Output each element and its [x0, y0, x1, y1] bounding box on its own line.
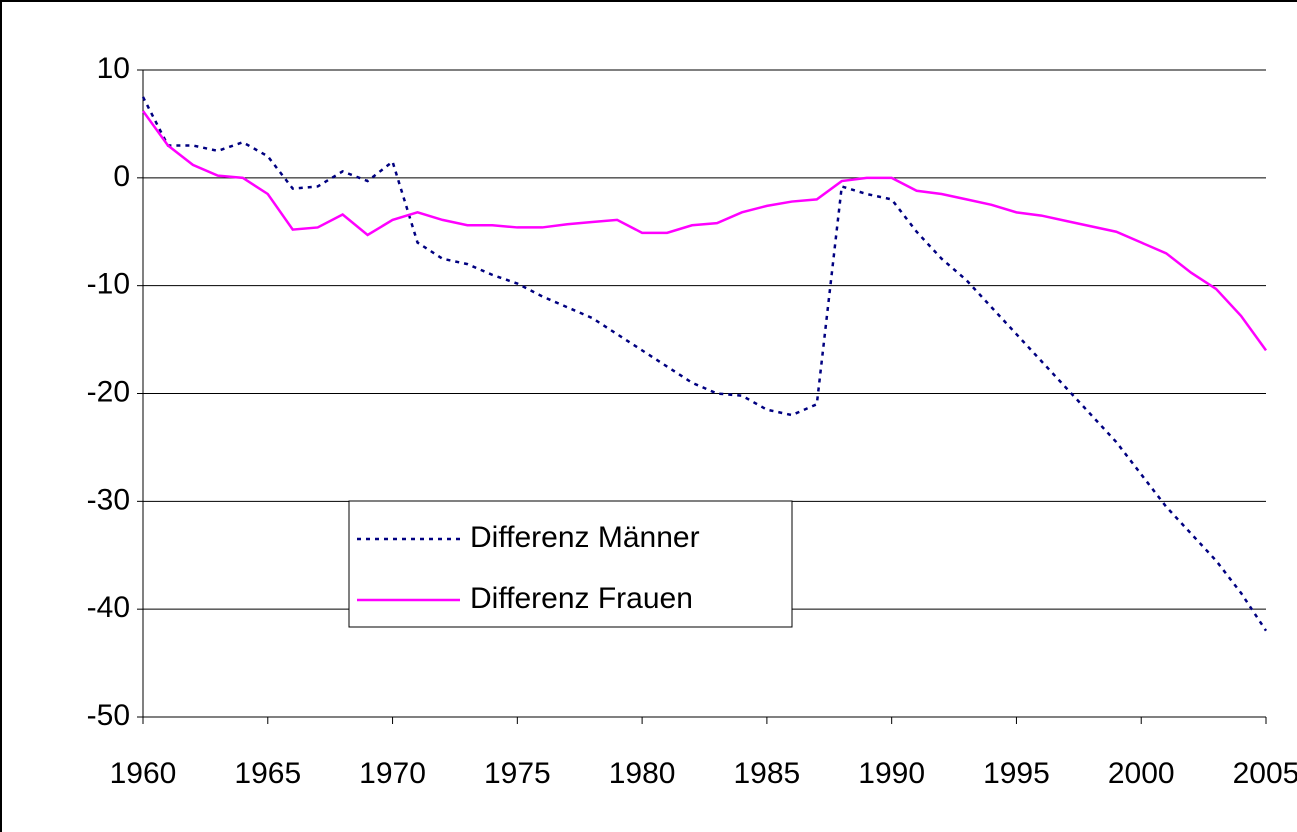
y-tick-label: -30 — [87, 483, 130, 516]
y-tick-label: -20 — [87, 375, 130, 408]
y-tick-label: -40 — [87, 591, 130, 624]
x-tick-label: 1970 — [359, 757, 426, 790]
x-tick-label: 2005 — [1233, 757, 1297, 790]
y-tick-label: 0 — [113, 160, 130, 193]
x-tick-label: 1995 — [983, 757, 1050, 790]
series-line — [141, 96, 1268, 632]
x-tick-label: 1980 — [609, 757, 676, 790]
x-tick-label: 1960 — [110, 757, 177, 790]
x-tick-label: 1985 — [734, 757, 801, 790]
y-tick-label: 10 — [97, 52, 130, 85]
legend-label: Differenz Frauen — [470, 582, 693, 615]
x-tick-label: 2000 — [1108, 757, 1175, 790]
series-line — [141, 110, 1268, 352]
legend-box — [348, 500, 793, 628]
y-tick-label: -50 — [87, 699, 130, 732]
x-tick-label: 1975 — [484, 757, 551, 790]
x-tick-label: 1990 — [858, 757, 925, 790]
y-tick-label: -10 — [87, 268, 130, 301]
x-tick-label: 1965 — [234, 757, 301, 790]
legend-label: Differenz Männer — [470, 521, 700, 554]
